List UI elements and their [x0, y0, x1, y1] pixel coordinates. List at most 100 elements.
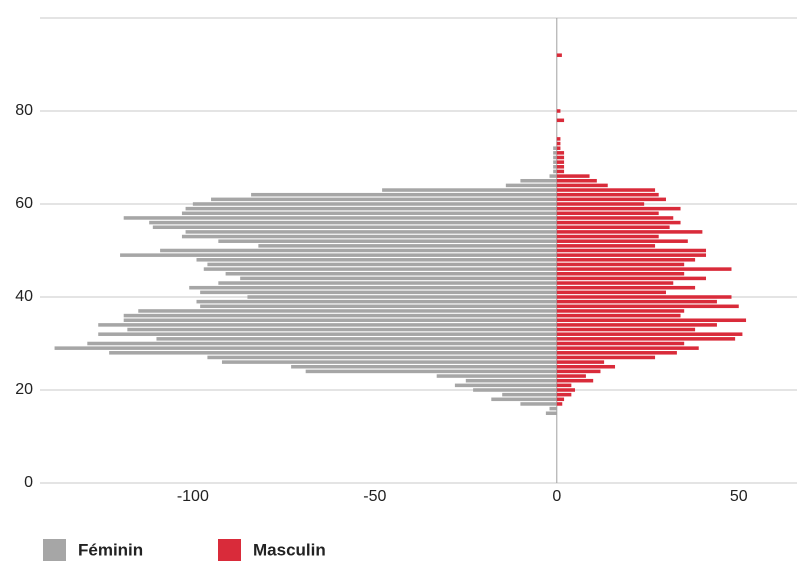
- bar: [556, 253, 707, 257]
- bar: [556, 309, 685, 313]
- bar: [556, 313, 681, 318]
- bar: [196, 299, 557, 304]
- bar: [258, 244, 557, 248]
- bar: [545, 411, 557, 416]
- bar: [138, 309, 557, 313]
- bar: [556, 355, 656, 360]
- bar: [556, 234, 659, 239]
- bar: [502, 392, 557, 397]
- bar: [152, 225, 557, 230]
- bar: [549, 174, 557, 178]
- bar: [553, 165, 557, 169]
- bar: [207, 355, 557, 360]
- bar: [556, 392, 572, 397]
- bar: [556, 281, 674, 285]
- y-tick-label: 80: [15, 102, 33, 119]
- bar: [556, 216, 674, 220]
- bar: [556, 290, 666, 295]
- bar: [556, 239, 688, 243]
- bar: [120, 253, 557, 257]
- bar: [556, 318, 747, 323]
- bar: [192, 202, 557, 206]
- bar: [556, 351, 677, 355]
- bar: [556, 155, 565, 160]
- bar: [556, 109, 561, 113]
- bar: [549, 406, 557, 411]
- bar: [454, 383, 557, 388]
- bar: [556, 258, 696, 262]
- bar: [436, 374, 557, 378]
- bar: [556, 285, 696, 290]
- bar: [473, 388, 557, 392]
- x-tick-label: -100: [177, 488, 209, 505]
- bar: [247, 295, 557, 299]
- bar: [556, 183, 608, 188]
- bar: [240, 276, 557, 281]
- bar: [556, 165, 565, 169]
- bar: [556, 244, 656, 248]
- bar: [291, 364, 557, 369]
- bar: [465, 378, 557, 383]
- bar: [54, 346, 557, 350]
- bar: [218, 239, 557, 243]
- bar: [556, 295, 732, 299]
- bar: [196, 258, 557, 262]
- bar: [98, 332, 557, 336]
- bar: [553, 155, 557, 160]
- bar: [556, 346, 699, 350]
- bar: [505, 183, 557, 188]
- bar: [211, 197, 557, 202]
- bar: [556, 220, 681, 225]
- bar: [556, 206, 681, 211]
- bar: [305, 369, 557, 374]
- bar: [185, 206, 557, 211]
- bar: [556, 388, 575, 392]
- bar: [556, 141, 561, 146]
- bar: [556, 364, 616, 369]
- bar: [556, 341, 685, 346]
- bar: [520, 178, 557, 183]
- bar: [556, 267, 732, 271]
- bar: [556, 225, 670, 230]
- bar: [491, 397, 557, 402]
- bar: [520, 402, 557, 406]
- bar: [556, 230, 703, 234]
- y-tick-label: 60: [15, 195, 33, 212]
- bar: [556, 402, 563, 406]
- bar: [556, 197, 666, 202]
- bar: [553, 151, 557, 155]
- legend-swatch: [43, 539, 66, 561]
- bar: [127, 327, 557, 332]
- y-tick-label: 40: [15, 288, 33, 305]
- bar: [556, 304, 739, 309]
- bar: [553, 160, 557, 164]
- bar: [225, 271, 557, 276]
- bar: [123, 318, 557, 323]
- bar: [87, 341, 557, 346]
- bar: [200, 304, 557, 309]
- bar: [221, 360, 557, 364]
- bar: [181, 234, 557, 239]
- bar: [556, 262, 685, 267]
- bar: [556, 397, 565, 402]
- bar: [556, 271, 685, 276]
- bar: [200, 290, 557, 295]
- bar: [556, 169, 565, 174]
- x-tick-label: 50: [730, 488, 748, 505]
- bar: [181, 211, 557, 216]
- bar: [556, 178, 597, 183]
- bar: [556, 276, 707, 281]
- bar: [123, 216, 557, 220]
- bar: [556, 337, 736, 341]
- x-tick-label: -50: [363, 488, 386, 505]
- x-tick-label: 0: [552, 488, 561, 505]
- bar: [185, 230, 557, 234]
- bar: [251, 192, 557, 197]
- legend-text: Féminin: [78, 540, 143, 559]
- bar: [556, 53, 562, 57]
- bar: [556, 323, 717, 327]
- bar: [553, 169, 557, 174]
- bar: [109, 351, 557, 355]
- bar: [556, 202, 645, 206]
- bar: [556, 369, 601, 374]
